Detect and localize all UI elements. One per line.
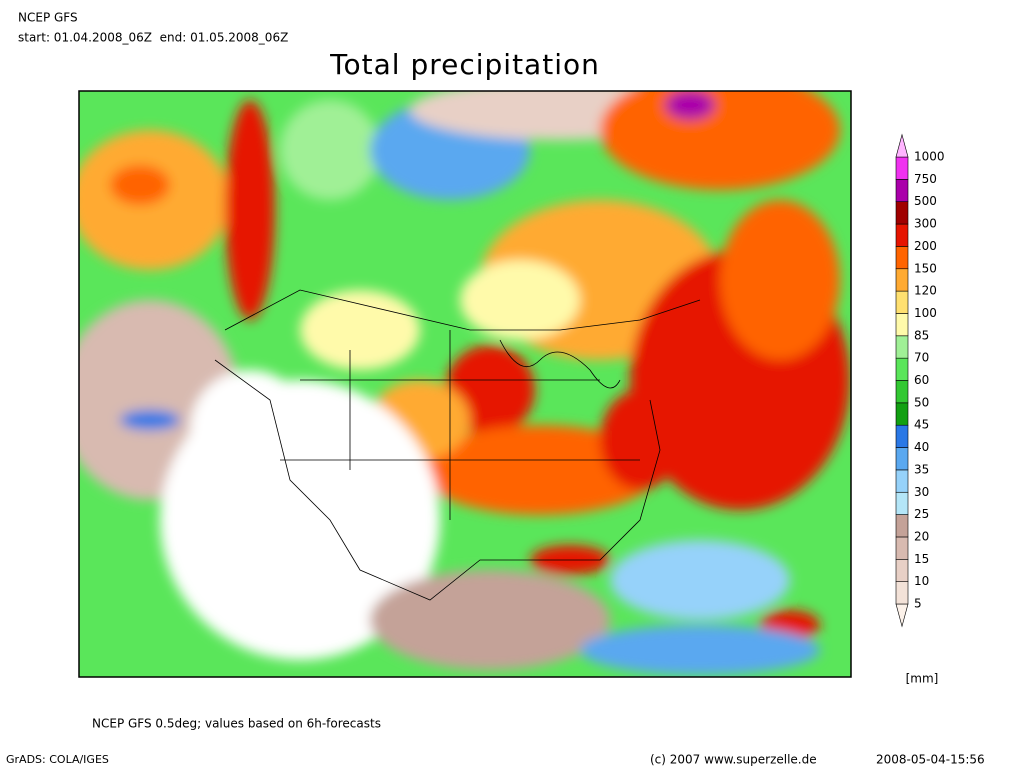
- precipitation-map: [79, 91, 851, 677]
- legend-level-label: 60: [914, 373, 929, 387]
- legend-color-box: [895, 491, 909, 515]
- legend-level-label: 5: [914, 597, 922, 611]
- legend-color-box: [895, 201, 909, 225]
- legend-color-box: [895, 223, 909, 247]
- legend-color-box: [895, 246, 909, 270]
- legend-level-label: 300: [914, 217, 937, 231]
- legend-color-box: [895, 357, 909, 381]
- legend-level-label: 120: [914, 284, 937, 298]
- legend-below-triangle: [895, 603, 909, 628]
- legend-color-box: [895, 268, 909, 292]
- legend-level-label: 70: [914, 351, 929, 365]
- legend-level-label: 50: [914, 395, 929, 409]
- legend-color-box: [895, 581, 909, 605]
- legend-color-box: [895, 290, 909, 314]
- legend-color-box: [895, 380, 909, 404]
- legend-level-label: 35: [914, 462, 929, 476]
- color-legend: 5 10 15 20 25 30 35 40 45 50 60 70 85 100 120 150 200 300…: [895, 133, 945, 628]
- legend-color-box: [895, 514, 909, 538]
- footer-timestamp: 2008-05-04-15:56: [876, 753, 985, 767]
- footer-copyright: (c) 2007 www.superzelle.de: [650, 753, 817, 767]
- legend-color-box: [895, 536, 909, 560]
- legend-color-box: [895, 179, 909, 203]
- legend-color-box: [895, 447, 909, 471]
- legend-top-triangle: [895, 133, 909, 158]
- legend-color-box: [895, 313, 909, 337]
- legend-level-label: 85: [914, 328, 929, 342]
- legend-level-label: 10: [914, 574, 929, 588]
- legend-color-box: [895, 558, 909, 582]
- legend-level-label: 500: [914, 194, 937, 208]
- legend-color-box: [895, 335, 909, 359]
- legend-level-label: 100: [914, 306, 937, 320]
- legend-level-label: 45: [914, 418, 929, 432]
- legend-level-label: 750: [914, 172, 937, 186]
- legend-color-box: [895, 424, 909, 448]
- header-model: NCEP GFS: [18, 11, 78, 25]
- legend-level-label: 20: [914, 529, 929, 543]
- footer-note: NCEP GFS 0.5deg; values based on 6h-fore…: [92, 717, 381, 731]
- legend-level-label: 25: [914, 507, 929, 521]
- legend-color-box: [895, 469, 909, 493]
- map-frame: [78, 90, 852, 678]
- legend-level-label: 40: [914, 440, 929, 454]
- legend-color-box: [895, 402, 909, 426]
- header-period: start: 01.04.2008_06Z end: 01.05.2008_06…: [18, 31, 288, 45]
- legend-level-label: 15: [914, 552, 929, 566]
- legend-level-label: 150: [914, 261, 937, 275]
- legend-level-label: 200: [914, 239, 937, 253]
- map-title: Total precipitation: [329, 48, 600, 81]
- legend-color-box: [895, 156, 909, 180]
- footer-software: GrADS: COLA/IGES: [6, 753, 109, 766]
- legend-level-label: 1000: [914, 150, 945, 164]
- legend-unit: [mm]: [906, 672, 939, 686]
- legend-level-label: 30: [914, 485, 929, 499]
